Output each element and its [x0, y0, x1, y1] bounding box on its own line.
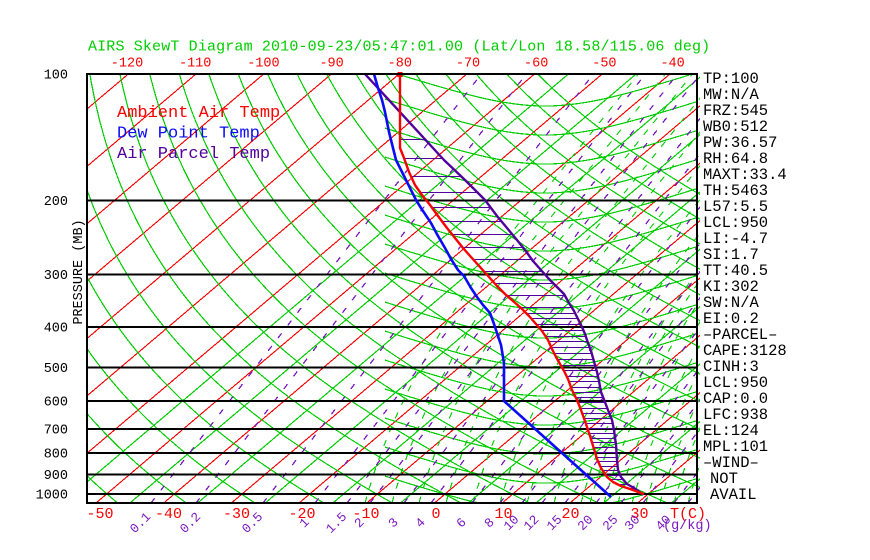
svg-text:–PARCEL–: –PARCEL– — [703, 326, 777, 344]
svg-text:-10: -10 — [352, 506, 379, 523]
svg-text:500: 500 — [44, 362, 68, 377]
svg-text:MAXT:33.4: MAXT:33.4 — [703, 166, 787, 184]
svg-text:400: 400 — [44, 321, 68, 336]
svg-text:20: 20 — [561, 506, 579, 523]
svg-text:EI:0.2: EI:0.2 — [703, 310, 759, 328]
svg-text:SW:N/A: SW:N/A — [703, 294, 760, 312]
svg-text:TP:100: TP:100 — [703, 70, 759, 88]
svg-text:TT:40.5: TT:40.5 — [703, 262, 768, 280]
svg-text:-80: -80 — [388, 57, 412, 72]
svg-text:CAPE:3128: CAPE:3128 — [703, 342, 787, 360]
svg-text:-30: -30 — [223, 506, 250, 523]
svg-text:-40: -40 — [155, 506, 182, 523]
svg-text:AVAIL: AVAIL — [710, 486, 757, 504]
svg-text:EL:124: EL:124 — [703, 422, 759, 440]
svg-text:1000: 1000 — [36, 488, 68, 503]
svg-text:900: 900 — [44, 469, 68, 484]
svg-text:-100: -100 — [247, 57, 279, 72]
svg-text:NOT: NOT — [710, 470, 738, 488]
svg-text:TH:5463: TH:5463 — [703, 182, 768, 200]
svg-text:30: 30 — [630, 506, 648, 523]
svg-text:800: 800 — [44, 448, 68, 463]
svg-text:-40: -40 — [660, 57, 684, 72]
svg-text:Dew Point Temp: Dew Point Temp — [117, 125, 260, 144]
svg-text:300: 300 — [44, 269, 68, 284]
svg-text:LI:-4.7: LI:-4.7 — [703, 230, 768, 248]
svg-text:KI:302: KI:302 — [703, 278, 759, 296]
svg-text:MPL:101: MPL:101 — [703, 438, 768, 456]
svg-text:CAP:0.0: CAP:0.0 — [703, 390, 768, 408]
svg-text:AIRS SkewT Diagram 2010-09-23/: AIRS SkewT Diagram 2010-09-23/05:47:01.0… — [88, 39, 710, 56]
svg-text:T(C): T(C) — [670, 506, 706, 523]
svg-text:10: 10 — [494, 506, 512, 523]
svg-text:–WIND–: –WIND– — [703, 454, 759, 472]
svg-text:Ambient Air Temp: Ambient Air Temp — [117, 104, 280, 123]
svg-text:-70: -70 — [456, 57, 480, 72]
svg-text:-110: -110 — [179, 57, 211, 72]
svg-text:PRESSURE (MB): PRESSURE (MB) — [72, 219, 87, 324]
svg-text:100: 100 — [44, 69, 68, 84]
svg-text:SI:1.7: SI:1.7 — [703, 246, 759, 264]
svg-text:FRZ:545: FRZ:545 — [703, 102, 768, 120]
svg-text:WB0:512: WB0:512 — [703, 118, 768, 136]
svg-text:L57:5.5: L57:5.5 — [703, 198, 768, 216]
svg-text:Air Parcel Temp: Air Parcel Temp — [117, 145, 270, 164]
svg-text:700: 700 — [44, 423, 68, 438]
svg-text:200: 200 — [44, 195, 68, 210]
svg-text:LCL:950: LCL:950 — [703, 374, 768, 392]
svg-text:-60: -60 — [524, 57, 548, 72]
svg-text:-120: -120 — [111, 57, 143, 72]
svg-text:0: 0 — [431, 506, 440, 523]
svg-text:(g/kg): (g/kg) — [663, 519, 712, 534]
svg-text:-20: -20 — [288, 506, 315, 523]
svg-text:RH:64.8: RH:64.8 — [703, 150, 768, 168]
svg-text:LFC:938: LFC:938 — [703, 406, 768, 424]
svg-text:MW:N/A: MW:N/A — [703, 86, 760, 104]
svg-text:600: 600 — [44, 395, 68, 410]
svg-text:PW:36.57: PW:36.57 — [703, 134, 777, 152]
svg-text:CINH:3: CINH:3 — [703, 358, 759, 376]
svg-text:LCL:950: LCL:950 — [703, 214, 768, 232]
svg-text:-90: -90 — [319, 57, 343, 72]
svg-text:-50: -50 — [86, 506, 113, 523]
svg-text:-50: -50 — [592, 57, 616, 72]
